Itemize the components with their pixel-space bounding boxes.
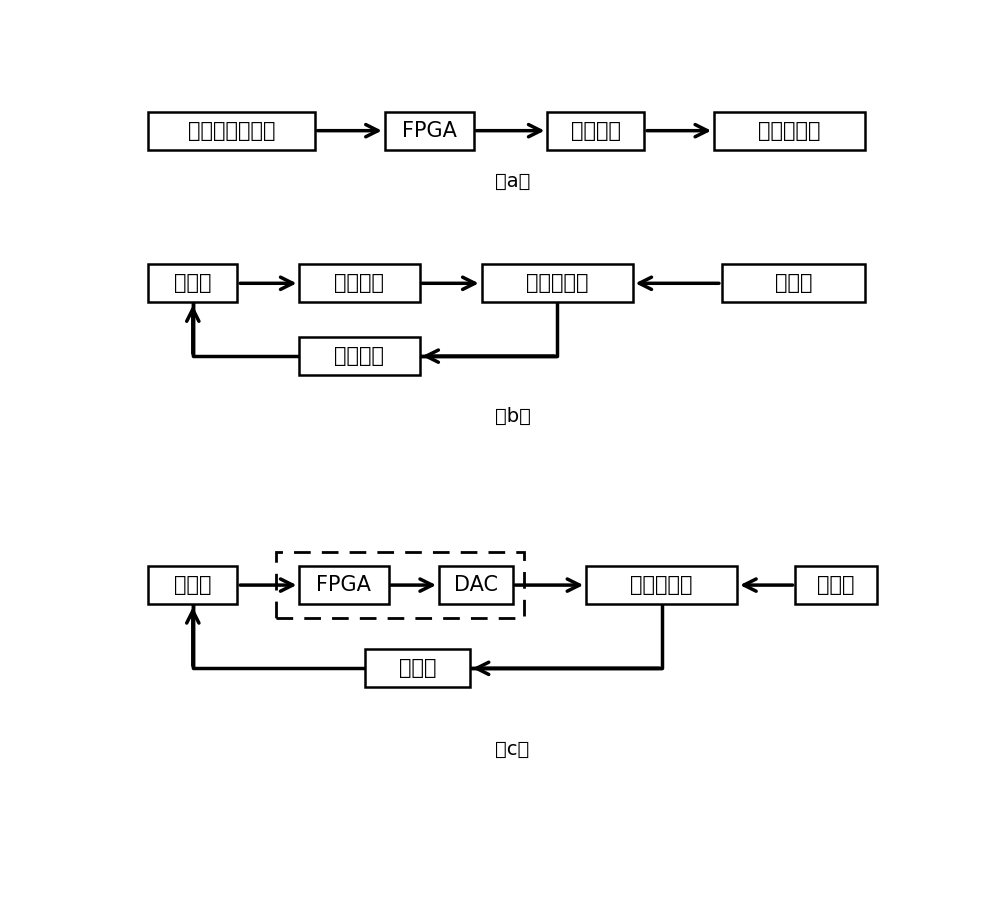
Text: 上位机: 上位机 bbox=[174, 575, 212, 595]
Text: FPGA: FPGA bbox=[402, 121, 457, 141]
Bar bbox=[148, 112, 315, 150]
Bar bbox=[714, 112, 865, 150]
Text: 光开关阵列: 光开关阵列 bbox=[526, 273, 588, 294]
Text: 激光器: 激光器 bbox=[775, 273, 812, 294]
Bar bbox=[148, 566, 237, 605]
Bar bbox=[722, 264, 865, 303]
Text: （a）: （a） bbox=[495, 171, 530, 190]
Text: 控制电源: 控制电源 bbox=[334, 273, 384, 294]
Text: （b）: （b） bbox=[495, 407, 530, 426]
Bar bbox=[299, 566, 388, 605]
Bar bbox=[148, 264, 237, 303]
Bar bbox=[299, 337, 420, 375]
Text: DAC: DAC bbox=[454, 575, 498, 595]
Bar bbox=[385, 112, 474, 150]
Text: 探测器: 探测器 bbox=[399, 659, 436, 678]
Bar bbox=[299, 264, 420, 303]
Text: 上位机: 上位机 bbox=[174, 273, 212, 294]
Text: 上位机控制信息: 上位机控制信息 bbox=[188, 121, 275, 141]
Text: FPGA: FPGA bbox=[316, 575, 371, 595]
Text: 光开关阵列: 光开关阵列 bbox=[758, 121, 821, 141]
Text: 驱动电路: 驱动电路 bbox=[571, 121, 621, 141]
Text: （c）: （c） bbox=[495, 741, 530, 760]
Text: 光功率计: 光功率计 bbox=[334, 346, 384, 366]
Text: 光开关阵列: 光开关阵列 bbox=[630, 575, 693, 595]
Bar bbox=[586, 566, 737, 605]
Bar bbox=[439, 566, 512, 605]
Bar bbox=[276, 552, 524, 618]
Text: 激光器: 激光器 bbox=[817, 575, 855, 595]
Bar bbox=[795, 566, 877, 605]
Bar bbox=[365, 650, 470, 687]
Bar bbox=[547, 112, 644, 150]
Bar bbox=[482, 264, 633, 303]
